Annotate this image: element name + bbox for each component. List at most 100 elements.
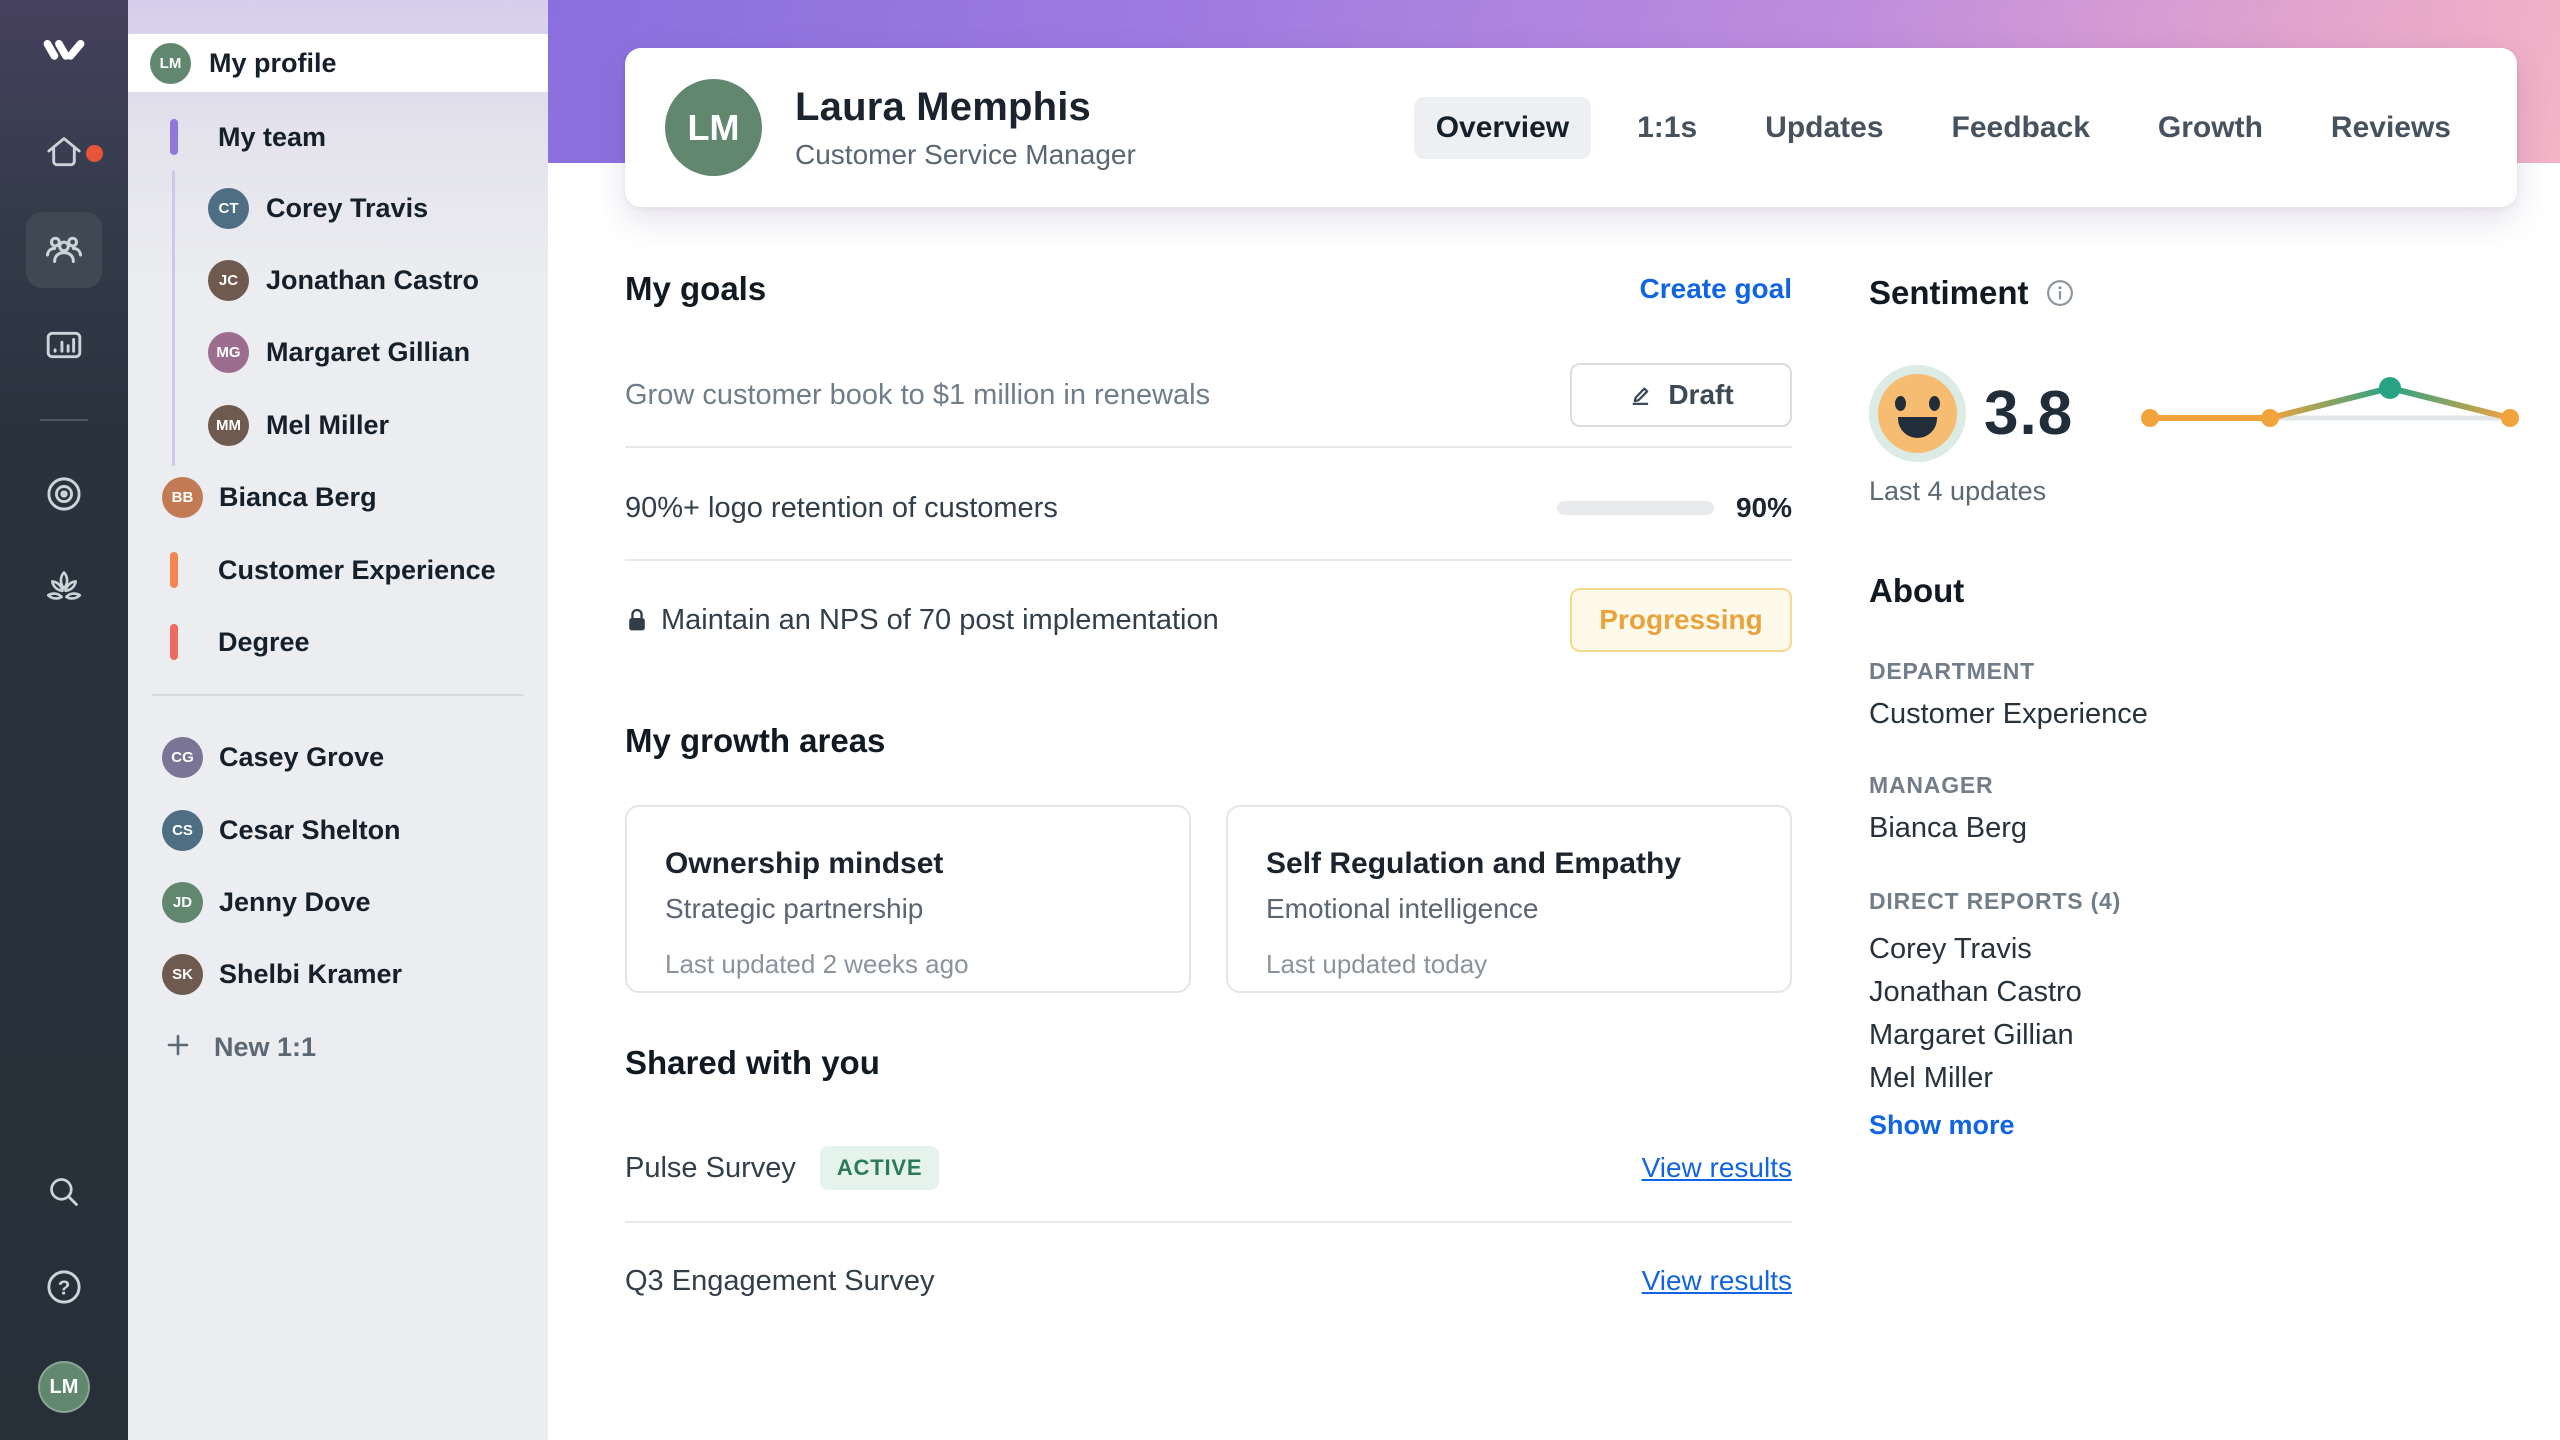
avatar: LM <box>38 1361 90 1413</box>
goal-status-label: Draft <box>1668 379 1734 410</box>
growth-section-header: My growth areas <box>625 722 1792 760</box>
sidebar-item-person[interactable]: JD Jenny Dove <box>128 873 548 931</box>
home-nav-button[interactable] <box>26 115 102 191</box>
sidebar-item-person[interactable]: CS Cesar Shelton <box>128 801 548 859</box>
sidebar-item-label: Shelbi Kramer <box>219 958 403 989</box>
tab-overview[interactable]: Overview <box>1413 96 1592 159</box>
progress-label: 90% <box>1735 492 1792 523</box>
direct-report-name: Margaret Gillian <box>1869 1019 2074 1051</box>
edit-pencil-icon <box>1633 387 1649 405</box>
growth-card-title: Self Regulation and Empathy <box>1266 847 1682 880</box>
sidebar-item-label: Jonathan Castro <box>266 264 480 295</box>
department-value: Customer Experience <box>1869 698 2148 730</box>
direct-reports-label: DIRECT REPORTS (4) <box>1869 888 2122 914</box>
sidebar-divider <box>152 694 524 696</box>
tab-1-1s[interactable]: 1:1s <box>1637 110 1698 144</box>
current-user-avatar[interactable]: LM <box>26 1349 102 1425</box>
avatar: CG <box>162 736 203 778</box>
main-content: LM Laura Memphis Customer Service Manage… <box>548 0 2560 1440</box>
view-results-link[interactable]: View results <box>1641 1265 1792 1296</box>
view-results-link[interactable]: View results <box>1641 1152 1792 1183</box>
tab-growth[interactable]: Growth <box>2157 110 2263 144</box>
sidebar-item-label: Margaret Gillian <box>266 336 471 367</box>
create-goal-button[interactable]: Create goal <box>1639 273 1793 304</box>
growth-area-card[interactable]: Ownership mindset Strategic partnership … <box>625 805 1191 993</box>
rail-divider <box>40 419 88 421</box>
direct-report-name: Corey Travis <box>1869 933 2032 965</box>
sidebar-item-person[interactable]: SK Shelbi Kramer <box>128 945 548 1003</box>
divider <box>625 446 1792 448</box>
team-nav-button[interactable] <box>26 212 102 288</box>
growth-card-meta: Last updated 2 weeks ago <box>665 949 969 979</box>
sentiment-caption: Last 4 updates <box>1869 476 2047 506</box>
direct-report-name: Mel Miller <box>1869 1062 1994 1094</box>
team-marker <box>170 119 178 155</box>
sidebar-item-my-team[interactable]: My team <box>128 108 548 166</box>
sidebar-item-label: Casey Grove <box>219 741 385 772</box>
new-one-on-one-label: New 1:1 <box>214 1031 317 1062</box>
progress-bar <box>1556 501 1714 515</box>
team-connector-line <box>172 170 175 466</box>
sidebar-item-manager[interactable]: BB Bianca Berg <box>128 468 548 526</box>
tab-reviews[interactable]: Reviews <box>2330 110 2451 144</box>
sidebar-item-label: Degree <box>218 626 310 657</box>
goal-progressing-badge: Progressing <box>1570 588 1792 652</box>
page-title: Laura Memphis <box>795 84 1091 129</box>
goal-row[interactable]: Maintain an NPS of 70 post implementatio… <box>625 580 1792 660</box>
show-more-link[interactable]: Show more <box>1869 1110 2015 1140</box>
avatar: BB <box>162 476 203 518</box>
survey-title: Q3 Engagement Survey <box>625 1264 935 1297</box>
sentiment-score: 3.8 <box>1984 379 2074 448</box>
avatar: MG <box>208 331 249 373</box>
avatar: SK <box>162 953 203 995</box>
shared-row: Q3 Engagement Survey View results <box>625 1241 1792 1321</box>
new-one-on-one-button[interactable]: New 1:1 <box>128 1018 548 1076</box>
goal-title: 90%+ logo retention of customers <box>625 491 1058 524</box>
sidebar-item-person[interactable]: CG Casey Grove <box>128 728 548 786</box>
sidebar-item-team-member[interactable]: MG Margaret Gillian <box>128 323 548 381</box>
goal-title: Grow customer book to $1 million in rene… <box>625 378 1211 411</box>
profile-avatar: LM <box>665 79 762 176</box>
sidebar-item-label: Corey Travis <box>266 192 429 223</box>
direct-reports-list: Corey Travis Jonathan Castro Margaret Gi… <box>1869 928 2082 1100</box>
sidebar-item-label: My profile <box>209 47 337 78</box>
overview-right-column: Sentiment 3.8 Last 4 updates About <box>1869 0 2519 1440</box>
sidebar-item-team-member[interactable]: MM Mel Miller <box>128 396 548 454</box>
search-button[interactable] <box>26 1154 102 1230</box>
growth-cards: Ownership mindset Strategic partnership … <box>625 805 1792 993</box>
goal-row[interactable]: Grow customer book to $1 million in rene… <box>625 355 1792 435</box>
avatar: JC <box>208 259 249 301</box>
section-title: Shared with you <box>625 1044 880 1081</box>
goal-title: Maintain an NPS of 70 post implementatio… <box>661 603 1219 636</box>
goal-draft-button[interactable]: Draft <box>1570 363 1792 427</box>
avatar: JD <box>162 881 203 923</box>
sentiment-emoji-icon <box>1869 365 1966 462</box>
help-button[interactable]: ? <box>26 1249 102 1325</box>
sidebar-item-label: Bianca Berg <box>219 481 377 512</box>
divider <box>625 559 1792 561</box>
plus-icon <box>164 1031 192 1064</box>
sidebar-item-label: My team <box>218 121 327 152</box>
direct-report-name: Jonathan Castro <box>1869 976 2082 1008</box>
sidebar-item-group[interactable]: Degree <box>128 613 548 671</box>
avatar: CS <box>162 809 203 851</box>
goal-progress: 90% <box>1556 492 1792 524</box>
sidebar-item-my-profile[interactable]: LM My profile <box>128 34 548 92</box>
grow-nav-button[interactable] <box>26 551 102 627</box>
tab-feedback[interactable]: Feedback <box>1951 110 2090 144</box>
goals-nav-button[interactable] <box>26 456 102 532</box>
lock-icon <box>625 607 649 633</box>
sidebar-item-group[interactable]: Customer Experience <box>128 541 548 599</box>
people-sidebar: LM My profile My team CT Corey Travis JC… <box>128 0 548 1440</box>
about-section-header: About <box>1869 572 2517 610</box>
section-title: My growth areas <box>625 722 886 759</box>
goal-row[interactable]: 90%+ logo retention of customers 90% <box>625 468 1792 548</box>
avatar: CT <box>208 187 249 229</box>
tab-updates[interactable]: Updates <box>1765 110 1884 144</box>
insights-nav-button[interactable] <box>26 307 102 383</box>
sentiment-section-header: Sentiment <box>1869 274 2517 312</box>
info-icon[interactable] <box>2045 278 2075 308</box>
growth-area-card[interactable]: Self Regulation and Empathy Emotional in… <box>1226 805 1792 993</box>
sidebar-item-team-member[interactable]: CT Corey Travis <box>128 179 548 237</box>
sidebar-item-team-member[interactable]: JC Jonathan Castro <box>128 251 548 309</box>
